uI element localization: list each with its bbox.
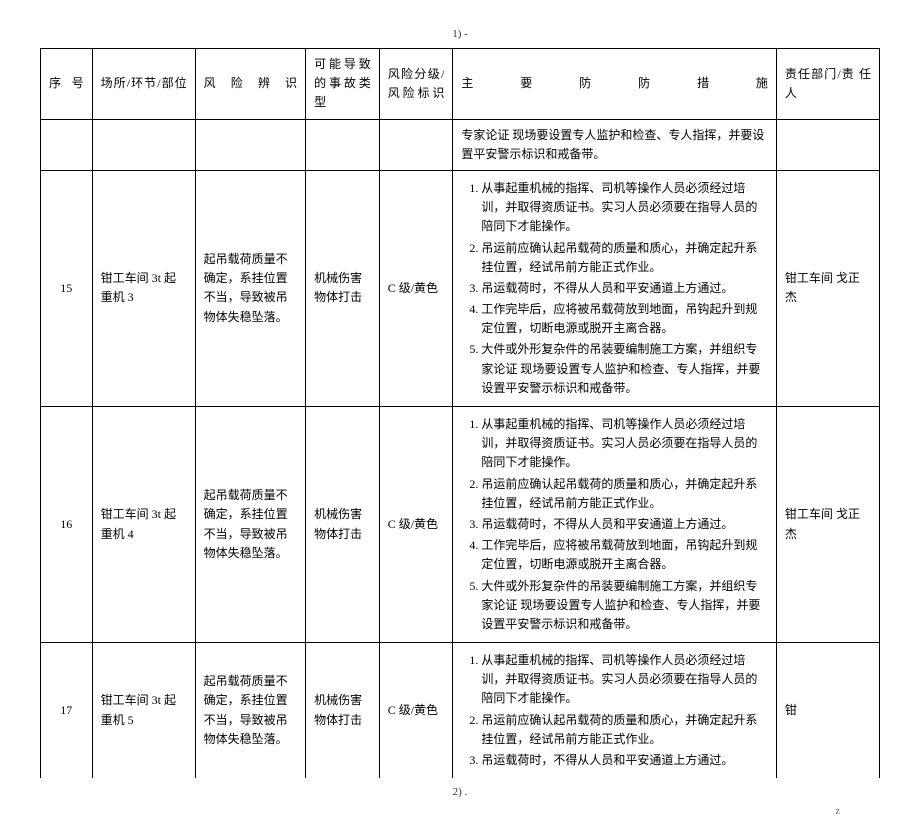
cell-risk: 起吊载荷质量不确定，系挂位置不当，导致被吊物体失稳坠落。 (195, 643, 305, 779)
measure-item: 工作完毕后，应将被吊载荷放到地面，吊钩起升到规定位置，切断电源或脱开主离合器。 (481, 300, 768, 338)
measure-item: 吊运载荷时，不得从人员和平安通道上方通过。 (481, 515, 768, 534)
measure-item: 吊运前应确认起吊载荷的质量和质心，并确定起升系挂位置，经试吊前方能正式作业。 (481, 711, 768, 749)
cell-loc: 钳工车间 3t 起重机 3 (92, 170, 195, 406)
cell-seq (41, 119, 93, 170)
cell-risk (195, 119, 305, 170)
cell-measure: 从事起重机械的指挥、司机等操作人员必须经过培训，并取得资质证书。实习人员必须要在… (453, 407, 777, 643)
header-measure: 主 要 防 防 措 施 (453, 49, 777, 120)
measure-item: 从事起重机械的指挥、司机等操作人员必须经过培训，并取得资质证书。实习人员必须要在… (481, 415, 768, 473)
cell-loc: 钳工车间 3t 起重机 5 (92, 643, 195, 779)
cell-loc: 钳工车间 3t 起重机 4 (92, 407, 195, 643)
cell-level: C 级/黄色 (379, 643, 453, 779)
cell-level: C 级/黄色 (379, 170, 453, 406)
table-row-truncated: 专家论证 现场要设置专人监护和检查、专人指挥，并要设置平安警示标识和戒备带。 (41, 119, 880, 170)
table-row: 16钳工车间 3t 起重机 4起吊载荷质量不确定，系挂位置不当，导致被吊物体失稳… (41, 407, 880, 643)
footer-mark: z (40, 806, 880, 817)
cell-seq: 17 (41, 643, 93, 779)
measure-item: 吊运前应确认起吊载荷的质量和质心，并确定起升系挂位置，经试吊前方能正式作业。 (481, 475, 768, 513)
header-seq: 序 号 (41, 49, 93, 120)
cell-type: 机械伤害 物体打击 (306, 643, 380, 779)
cell-resp: 钳工车间 戈正杰 (776, 407, 879, 643)
table-header-row: 序 号 场所/环节/部位 风 险 辨 识 可能导致的事故类型 风险分级/风险标识… (41, 49, 880, 120)
cell-level (379, 119, 453, 170)
measure-item: 吊运前应确认起吊载荷的质量和质心，并确定起升系挂位置，经试吊前方能正式作业。 (481, 239, 768, 277)
cell-type (306, 119, 380, 170)
table-row: 15钳工车间 3t 起重机 3起吊载荷质量不确定，系挂位置不当，导致被吊物体失稳… (41, 170, 880, 406)
cell-risk: 起吊载荷质量不确定，系挂位置不当，导致被吊物体失稳坠落。 (195, 170, 305, 406)
cell-level: C 级/黄色 (379, 407, 453, 643)
cell-measure: 从事起重机械的指挥、司机等操作人员必须经过培训，并取得资质证书。实习人员必须要在… (453, 643, 777, 779)
measure-item: 吊运载荷时，不得从人员和平安通道上方通过。 (481, 279, 768, 298)
cell-seq: 15 (41, 170, 93, 406)
cell-measure: 专家论证 现场要设置专人监护和检查、专人指挥，并要设置平安警示标识和戒备带。 (453, 119, 777, 170)
table-row: 17钳工车间 3t 起重机 5起吊载荷质量不确定，系挂位置不当，导致被吊物体失稳… (41, 643, 880, 779)
cell-risk: 起吊载荷质量不确定，系挂位置不当，导致被吊物体失稳坠落。 (195, 407, 305, 643)
cell-loc (92, 119, 195, 170)
cell-type: 机械伤害 物体打击 (306, 170, 380, 406)
measure-item: 从事起重机械的指挥、司机等操作人员必须经过培训，并取得资质证书。实习人员必须要在… (481, 651, 768, 709)
risk-table: 序 号 场所/环节/部位 风 险 辨 识 可能导致的事故类型 风险分级/风险标识… (40, 48, 880, 778)
measure-item: 吊运载荷时，不得从人员和平安通道上方通过。 (481, 751, 768, 770)
header-risk: 风 险 辨 识 (195, 49, 305, 120)
header-loc: 场所/环节/部位 (92, 49, 195, 120)
measure-item: 大件或外形复杂件的吊装要编制施工方案，并组织专家论证 现场要设置专人监护和检查、… (481, 340, 768, 398)
cell-type: 机械伤害 物体打击 (306, 407, 380, 643)
page-number-bottom: 2) . (40, 786, 880, 798)
cell-resp: 钳工车间 戈正杰 (776, 170, 879, 406)
measure-item: 从事起重机械的指挥、司机等操作人员必须经过培训，并取得资质证书。实习人员必须要在… (481, 179, 768, 237)
measure-item: 工作完毕后，应将被吊载荷放到地面，吊钩起升到规定位置，切断电源或脱开主离合器。 (481, 536, 768, 574)
cell-resp: 钳 (776, 643, 879, 779)
cell-resp (776, 119, 879, 170)
table-body: 专家论证 现场要设置专人监护和检查、专人指挥，并要设置平安警示标识和戒备带。 1… (41, 119, 880, 778)
measure-item: 大件或外形复杂件的吊装要编制施工方案，并组织专家论证 现场要设置专人监护和检查、… (481, 577, 768, 635)
page-number-top: 1) - (40, 28, 880, 40)
header-type: 可能导致的事故类型 (306, 49, 380, 120)
cell-seq: 16 (41, 407, 93, 643)
header-resp: 责任部门/责 任 人 (776, 49, 879, 120)
header-level: 风险分级/风险标识 (379, 49, 453, 120)
cell-measure: 从事起重机械的指挥、司机等操作人员必须经过培训，并取得资质证书。实习人员必须要在… (453, 170, 777, 406)
